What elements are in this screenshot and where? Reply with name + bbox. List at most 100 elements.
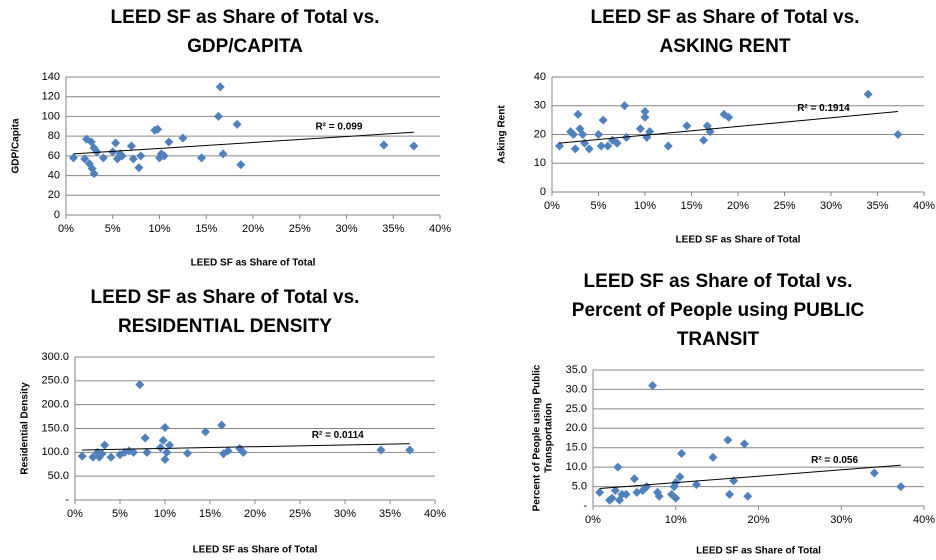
x-axis-title: LEED SF as Share of Total <box>193 545 318 556</box>
data-point <box>645 127 655 137</box>
data-point <box>573 109 583 119</box>
data-point <box>108 147 118 157</box>
data-point <box>603 141 613 151</box>
x-tick-label: 40% <box>424 508 446 520</box>
y-tick-label: 150.0 <box>41 422 69 434</box>
data-point <box>117 151 127 161</box>
x-tick-label: 0% <box>544 200 560 212</box>
data-point <box>863 89 873 99</box>
data-point <box>578 130 588 139</box>
data-point <box>598 115 608 125</box>
x-tick-label: 25% <box>289 223 311 235</box>
data-point <box>743 491 753 501</box>
data-point <box>68 153 78 163</box>
data-point <box>896 482 906 492</box>
y-tick-label: - <box>583 500 587 512</box>
y-tick-label: 80 <box>48 130 60 142</box>
x-tick-label: 20% <box>727 200 749 212</box>
y-tick-label: 0 <box>540 186 546 198</box>
x-tick-label: 40% <box>913 514 935 526</box>
data-point <box>238 447 248 457</box>
r-squared-label: R² = 0.099 <box>315 122 362 133</box>
data-point <box>594 130 603 139</box>
data-point <box>158 435 168 445</box>
y-tick-label: 40 <box>48 169 60 181</box>
x-tick-label: 5% <box>112 508 128 520</box>
chart-title: LEED SF as Share of Total vs. <box>111 7 380 28</box>
chart-title: LEED SF as Share of Total vs. <box>591 7 860 28</box>
y-tick-label: 15.0 <box>566 442 587 454</box>
x-tick-label: 10% <box>665 514 687 526</box>
data-point <box>215 82 225 92</box>
data-point <box>156 443 165 453</box>
y-tick-label: 100 <box>42 110 60 122</box>
data-point <box>568 130 578 139</box>
data-point <box>610 485 620 495</box>
data-point <box>554 141 564 151</box>
data-point <box>164 137 174 147</box>
y-tick-label: 25.0 <box>566 403 587 415</box>
y-tick-label: 100.0 <box>41 446 69 458</box>
y-tick-label: 30.0 <box>566 383 587 395</box>
data-point <box>183 448 192 458</box>
trendline <box>82 443 410 451</box>
data-point <box>111 138 121 148</box>
data-point <box>640 112 650 122</box>
y-axis-title: Residential Density <box>20 382 31 475</box>
trendline <box>559 111 899 144</box>
y-tick-label: 10 <box>534 157 546 169</box>
data-point <box>724 112 734 122</box>
x-tick-label: 0% <box>585 514 601 526</box>
y-tick-label: 30 <box>534 100 546 112</box>
data-point <box>160 454 170 464</box>
r-squared-label: R² = 0.056 <box>811 455 858 466</box>
y-axis-title: Asking Rent <box>497 105 508 164</box>
y-axis-title: Transportation <box>544 403 555 473</box>
data-point <box>162 447 172 457</box>
chart: LEED SF as Share of Total vs. ASKING RENT… <box>497 7 936 246</box>
data-point <box>232 119 242 129</box>
x-tick-label: 5% <box>105 223 121 235</box>
x-tick-label: 35% <box>866 200 888 212</box>
chart-title: ASKING RENT <box>660 36 791 57</box>
x-tick-label: 0% <box>67 508 83 520</box>
x-tick-label: 25% <box>289 508 311 520</box>
data-point <box>723 435 733 445</box>
x-tick-label: 20% <box>242 223 264 235</box>
data-point <box>89 169 99 179</box>
data-point <box>88 452 98 462</box>
chart-title: LEED SF as Share of Total vs. <box>91 287 360 308</box>
y-tick-label: 250.0 <box>41 375 69 387</box>
data-point <box>893 130 903 139</box>
x-axis-title: LEED SF as Share of Total <box>676 235 801 246</box>
x-tick-label: 10% <box>634 200 656 212</box>
y-tick-label: - <box>65 494 69 506</box>
chart-title: Percent of People using PUBLIC <box>572 300 865 321</box>
data-point <box>612 138 622 148</box>
data-point <box>595 487 605 497</box>
r-squared-label: R² = 0.1914 <box>797 103 850 114</box>
chart-title: RESIDENTIAL DENSITY <box>118 316 332 337</box>
data-point <box>376 445 386 455</box>
data-point <box>607 493 617 503</box>
y-tick-label: 40 <box>534 71 546 83</box>
data-point <box>635 124 645 134</box>
x-tick-label: 10% <box>148 223 170 235</box>
data-point <box>197 153 207 163</box>
data-point <box>379 140 389 150</box>
y-tick-label: 140 <box>42 71 60 83</box>
data-point <box>140 433 150 443</box>
y-axis-title: GDP/Capita <box>11 118 22 173</box>
y-tick-label: 20 <box>48 189 60 201</box>
x-tick-label: 30% <box>820 200 842 212</box>
data-point <box>106 452 116 462</box>
x-tick-label: 35% <box>379 508 401 520</box>
data-point <box>213 111 223 121</box>
data-point <box>409 141 419 151</box>
x-tick-label: 40% <box>913 200 935 212</box>
y-tick-label: 300.0 <box>41 351 69 363</box>
data-point <box>153 124 163 134</box>
y-tick-label: 5.0 <box>572 480 587 492</box>
x-axis-title: LEED SF as Share of Total <box>696 546 821 557</box>
